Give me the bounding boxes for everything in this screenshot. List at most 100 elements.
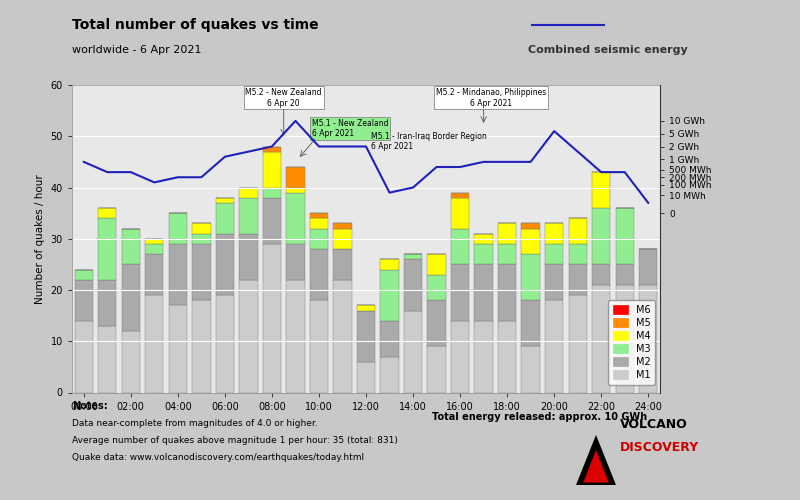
Bar [286,192,305,244]
Bar [216,198,234,203]
Text: Total energy released: approx. 10 GWh: Total energy released: approx. 10 GWh [432,412,647,422]
Bar [451,198,470,228]
Bar [404,259,422,310]
Bar [451,321,470,392]
Text: Total number of quakes vs time: Total number of quakes vs time [72,18,318,32]
Bar [545,244,563,264]
Y-axis label: Number of quakes / hour: Number of quakes / hour [35,174,45,304]
Bar [474,234,493,244]
Bar [498,224,516,244]
Bar [569,295,587,392]
Bar [639,249,658,285]
Bar [427,300,446,346]
Bar [74,280,93,321]
Bar [216,234,234,295]
Bar [357,306,375,310]
Bar [380,356,398,392]
Bar [615,264,634,285]
Bar [522,228,540,254]
Bar [522,346,540,393]
Text: Quake data: www.volcanodiscovery.com/earthquakes/today.html: Quake data: www.volcanodiscovery.com/ear… [72,454,364,462]
Bar [310,249,328,300]
Bar [262,152,281,188]
Text: M5.1 - New Zealand
6 Apr 2021: M5.1 - New Zealand 6 Apr 2021 [312,119,389,139]
Bar [239,188,258,198]
Bar [592,172,610,208]
Bar [192,300,210,392]
Bar [169,306,187,392]
Bar [192,244,210,300]
Bar [357,362,375,392]
Bar [216,203,234,234]
Bar [98,326,117,392]
Bar [310,213,328,218]
Legend: M6, M5, M4, M3, M2, M1: M6, M5, M4, M3, M2, M1 [608,300,655,384]
Bar [427,346,446,393]
Bar [498,244,516,264]
Bar [145,254,163,295]
Bar [262,244,281,392]
Bar [592,208,610,264]
Bar [569,218,587,244]
Bar [122,228,140,264]
Bar [239,234,258,280]
Text: Average number of quakes above magnitude 1 per hour: 35 (total: 831): Average number of quakes above magnitude… [72,436,398,445]
Bar [545,224,563,244]
Polygon shape [576,435,616,485]
Bar [545,264,563,300]
Text: Data near-complete from magnitudes of 4.0 or higher.: Data near-complete from magnitudes of 4.… [72,418,318,428]
Bar [239,280,258,392]
Bar [522,224,540,228]
Bar [216,295,234,392]
Bar [239,198,258,234]
Bar [192,234,210,244]
Bar [474,244,493,264]
Bar [615,208,634,264]
Bar [451,264,470,321]
Bar [474,264,493,321]
Bar [334,228,352,249]
Bar [569,244,587,264]
Bar [334,280,352,392]
Bar [262,188,281,198]
Bar [334,224,352,228]
Text: worldwide - 6 Apr 2021: worldwide - 6 Apr 2021 [72,45,202,55]
Bar [262,146,281,152]
Bar [380,270,398,321]
Bar [474,321,493,392]
Bar [404,310,422,392]
Bar [427,274,446,300]
Bar [545,300,563,392]
Text: Combined seismic energy: Combined seismic energy [528,45,688,55]
Bar [592,264,610,285]
Bar [98,280,117,326]
Bar [145,295,163,392]
Bar [357,310,375,362]
Bar [98,218,117,280]
Bar [286,280,305,392]
Bar [451,192,470,198]
Text: VOLCANO: VOLCANO [620,418,688,430]
Bar [310,228,328,249]
Polygon shape [583,450,609,482]
Bar [639,285,658,393]
Bar [522,254,540,300]
Bar [498,321,516,392]
Bar [122,264,140,331]
Text: M5.2 - New Zealand
6 Apr 20: M5.2 - New Zealand 6 Apr 20 [246,88,322,108]
Bar [98,208,117,218]
Bar [262,198,281,244]
Bar [74,321,93,392]
Text: Notes:: Notes: [72,401,108,411]
Bar [569,264,587,295]
Bar [122,331,140,392]
Bar [169,213,187,244]
Bar [286,167,305,188]
Bar [427,254,446,274]
Bar [615,285,634,393]
Bar [380,259,398,270]
Bar [451,228,470,264]
Bar [380,321,398,356]
Text: M5.1 - Iran-Iraq Border Region
6 Apr 2021: M5.1 - Iran-Iraq Border Region 6 Apr 202… [370,132,486,151]
Bar [310,300,328,392]
